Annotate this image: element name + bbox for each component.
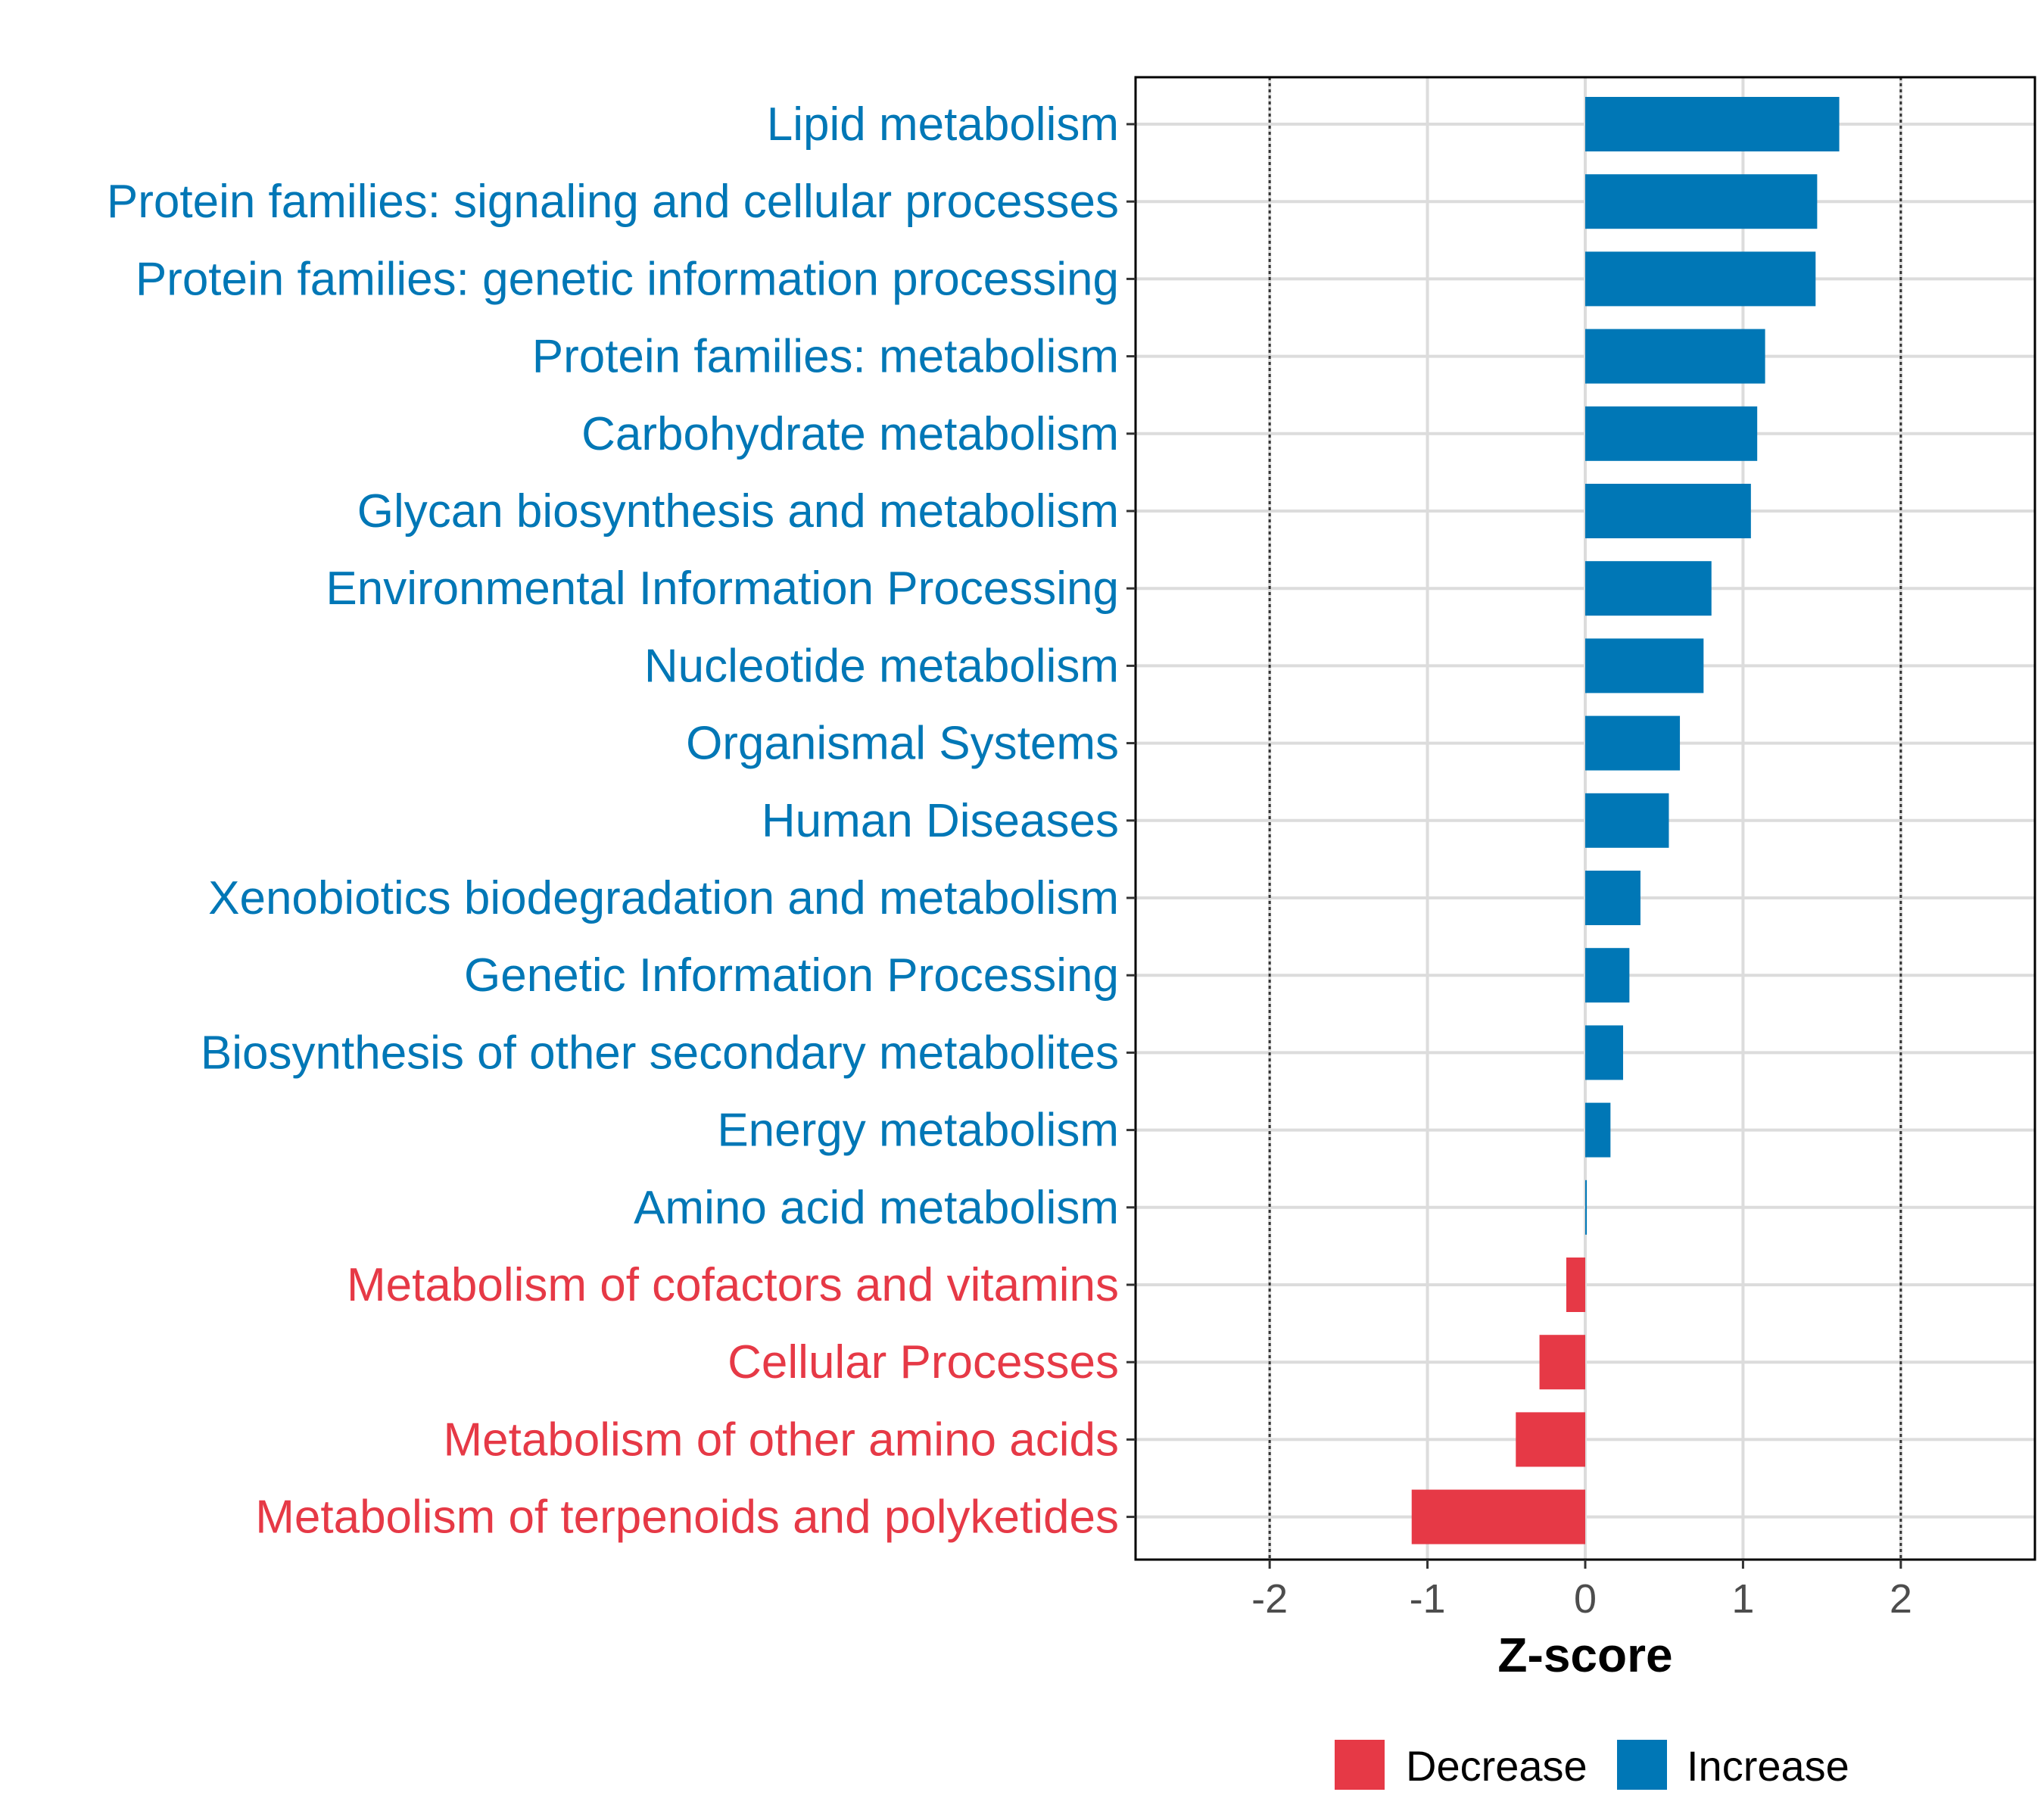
y-tick-label: Xenobiotics biodegradation and metabolis… xyxy=(208,872,1119,924)
reference-lines xyxy=(1268,77,1902,1560)
bar-1 xyxy=(1585,97,1840,151)
bar-8 xyxy=(1585,638,1704,693)
y-axis-labels: Lipid metabolism Protein families: signal… xyxy=(107,98,1119,1544)
y-tick-label: Cellular Processes xyxy=(728,1336,1119,1388)
y-tick-label: Amino acid metabolism xyxy=(634,1182,1119,1234)
legend-label-increase: Increase xyxy=(1687,1742,1849,1790)
y-tick-label: Protein families: signaling and cellular… xyxy=(107,176,1119,228)
bar-4 xyxy=(1585,329,1765,384)
bar-14 xyxy=(1585,1102,1611,1158)
bar-15 xyxy=(1585,1180,1588,1235)
y-axis-ticks xyxy=(1126,123,1136,1519)
bar-7 xyxy=(1585,561,1712,616)
x-axis-tick-labels: -2 -1 0 1 2 xyxy=(1251,1576,1912,1622)
legend-key-increase xyxy=(1617,1740,1667,1790)
y-tick-label: Nucleotide metabolism xyxy=(644,640,1119,692)
bar-17 xyxy=(1539,1335,1585,1390)
bar-19 xyxy=(1411,1489,1585,1544)
bar-10 xyxy=(1585,793,1669,848)
y-tick-label: Genetic Information Processing xyxy=(464,949,1119,1002)
y-tick-label: Metabolism of other amino acids xyxy=(443,1413,1119,1466)
y-tick-label: Human Diseases xyxy=(762,795,1119,847)
x-tick-label: 0 xyxy=(1574,1576,1597,1622)
x-tick-label: -1 xyxy=(1410,1576,1446,1622)
y-tick-label: Metabolism of terpenoids and polyketides xyxy=(255,1491,1119,1544)
y-tick-label: Organismal Systems xyxy=(686,718,1119,770)
y-tick-label: Lipid metabolism xyxy=(767,98,1119,151)
legend-key-decrease xyxy=(1335,1740,1385,1790)
bar-9 xyxy=(1585,715,1681,771)
bar-18 xyxy=(1516,1412,1585,1467)
bar-3 xyxy=(1585,251,1816,307)
y-tick-label: Glycan biosynthesis and metabolism xyxy=(357,485,1119,538)
bar-5 xyxy=(1585,406,1758,461)
y-tick-label: Environmental Information Processing xyxy=(326,563,1119,615)
y-tick-label: Metabolism of cofactors and vitamins xyxy=(347,1259,1119,1311)
bar-16 xyxy=(1566,1258,1585,1312)
bar-13 xyxy=(1585,1025,1624,1080)
bar-12 xyxy=(1585,948,1630,1003)
x-axis-title: Z-score xyxy=(1497,1628,1672,1682)
y-tick-label: Carbohydrate metabolism xyxy=(581,408,1119,460)
y-tick-label: Energy metabolism xyxy=(717,1105,1119,1157)
bar-6 xyxy=(1585,484,1751,538)
x-tick-label: 2 xyxy=(1890,1576,1912,1622)
legend: Decrease Increase xyxy=(1335,1740,1849,1790)
bar-2 xyxy=(1585,174,1818,229)
bar-11 xyxy=(1585,871,1640,925)
x-tick-label: 1 xyxy=(1731,1576,1754,1622)
bars xyxy=(1411,97,1840,1544)
legend-label-decrease: Decrease xyxy=(1406,1742,1588,1790)
y-tick-label: Protein families: metabolism xyxy=(532,331,1119,383)
y-tick-label: Biosynthesis of other secondary metaboli… xyxy=(201,1027,1119,1079)
x-tick-label: -2 xyxy=(1251,1576,1288,1622)
x-axis-ticks xyxy=(1268,1560,1902,1569)
y-tick-label: Protein families: genetic information pr… xyxy=(136,253,1119,305)
